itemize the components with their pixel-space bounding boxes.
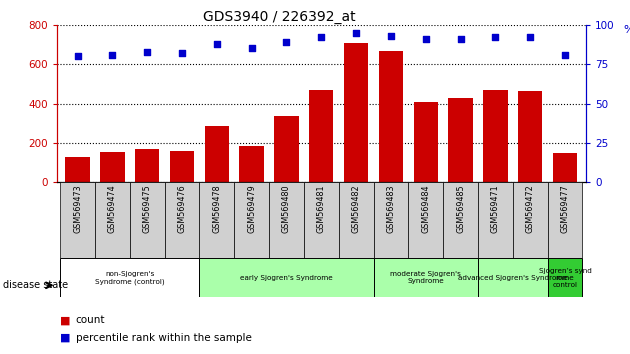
Text: count: count [76, 315, 105, 325]
Text: ■: ■ [60, 333, 71, 343]
Bar [60, 258, 200, 297]
Bar [269, 182, 304, 258]
Point [490, 35, 500, 40]
Bar [547, 258, 582, 297]
Text: %: % [623, 25, 630, 35]
Point [560, 52, 570, 58]
Point [525, 35, 536, 40]
Bar [513, 182, 547, 258]
Text: percentile rank within the sample: percentile rank within the sample [76, 333, 251, 343]
Point [107, 52, 117, 58]
Text: GSM569476: GSM569476 [178, 184, 186, 233]
Text: Sjogren’s synd
rome
control: Sjogren’s synd rome control [539, 268, 592, 288]
Bar [309, 90, 333, 182]
Bar [130, 182, 164, 258]
Text: GSM569483: GSM569483 [386, 184, 396, 233]
Text: GSM569485: GSM569485 [456, 184, 465, 233]
Bar [170, 151, 194, 182]
Text: early Sjogren's Syndrome: early Sjogren's Syndrome [240, 275, 333, 281]
Bar [239, 146, 264, 182]
Bar [60, 182, 95, 258]
Point [421, 36, 431, 42]
Text: ■: ■ [60, 315, 71, 325]
Point [282, 39, 292, 45]
Bar [200, 258, 374, 297]
Text: disease state: disease state [3, 280, 68, 290]
Text: GSM569484: GSM569484 [421, 184, 430, 233]
Bar [135, 149, 159, 182]
Bar [344, 43, 369, 182]
Bar [95, 182, 130, 258]
Point [177, 50, 187, 56]
Bar [547, 182, 582, 258]
Bar [339, 182, 374, 258]
Title: GDS3940 / 226392_at: GDS3940 / 226392_at [203, 10, 355, 24]
Bar [374, 258, 478, 297]
Point [455, 36, 466, 42]
Text: GSM569481: GSM569481 [317, 184, 326, 233]
Bar [478, 182, 513, 258]
Point [316, 35, 326, 40]
Bar [274, 116, 299, 182]
Bar [100, 152, 125, 182]
Point [351, 30, 361, 35]
Text: GSM569475: GSM569475 [143, 184, 152, 233]
Point [142, 49, 152, 55]
Bar [413, 102, 438, 182]
Bar [304, 182, 339, 258]
Bar [443, 182, 478, 258]
Point [246, 46, 256, 51]
Bar [164, 182, 200, 258]
Bar [478, 258, 547, 297]
Text: GSM569472: GSM569472 [525, 184, 535, 233]
Bar [374, 182, 408, 258]
Bar [205, 126, 229, 182]
Text: GSM569478: GSM569478 [212, 184, 221, 233]
Bar [200, 182, 234, 258]
Bar [408, 182, 443, 258]
Text: GSM569474: GSM569474 [108, 184, 117, 233]
Text: GSM569482: GSM569482 [352, 184, 360, 233]
Bar [518, 91, 542, 182]
Point [72, 53, 83, 59]
Text: moderate Sjogren's
Syndrome: moderate Sjogren's Syndrome [391, 272, 461, 284]
Text: GSM569477: GSM569477 [561, 184, 570, 233]
Text: GSM569479: GSM569479 [247, 184, 256, 233]
Text: GSM569473: GSM569473 [73, 184, 82, 233]
Bar [234, 182, 269, 258]
Bar [483, 90, 508, 182]
Text: non-Sjogren's
Syndrome (control): non-Sjogren's Syndrome (control) [95, 271, 164, 285]
Text: GSM569471: GSM569471 [491, 184, 500, 233]
Bar [449, 98, 472, 182]
Point [212, 41, 222, 46]
Text: advanced Sjogren's Syndrome: advanced Sjogren's Syndrome [458, 275, 568, 281]
Bar [66, 157, 89, 182]
Bar [379, 51, 403, 182]
Bar [553, 153, 577, 182]
Text: GSM569480: GSM569480 [282, 184, 291, 233]
Point [386, 33, 396, 39]
